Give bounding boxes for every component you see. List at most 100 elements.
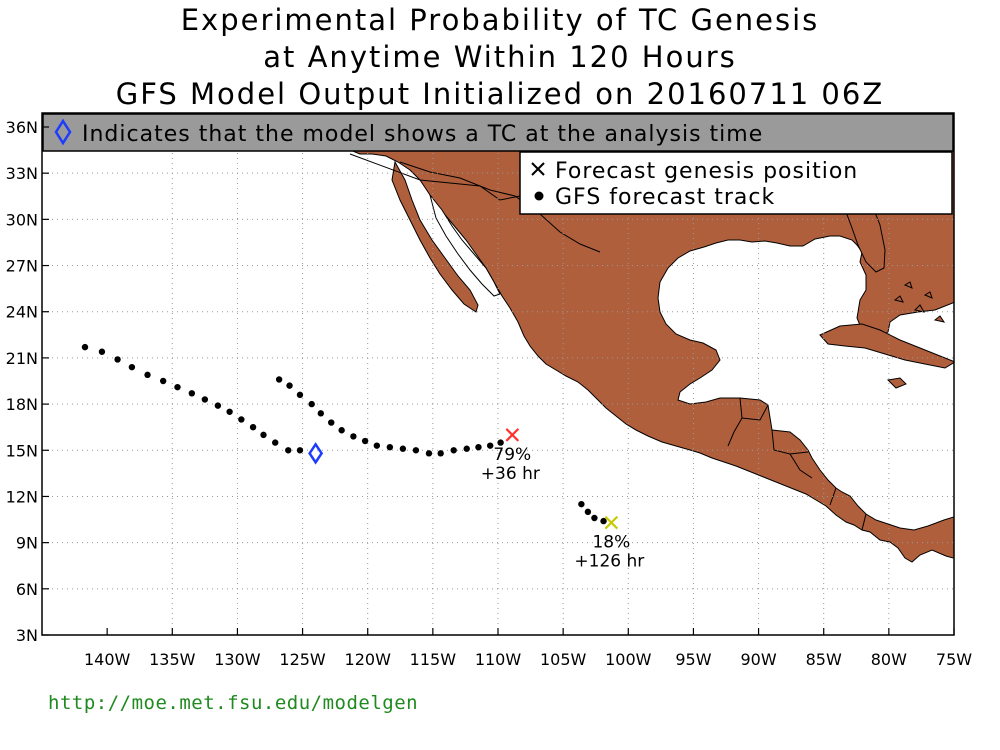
dot-icon	[534, 191, 544, 201]
track-point	[591, 514, 598, 522]
genesis-lead-time: +126 hr	[574, 552, 644, 572]
track-point	[144, 371, 151, 379]
track-point	[425, 450, 433, 457]
legend: Forecast genesis position GFS forecast t…	[519, 151, 953, 215]
lat-tick-labels: 36N 33N 30N 27N 24N 21N 18N 15N 12N 9N 6N 3N	[6, 118, 49, 645]
track-point	[328, 419, 335, 426]
lon-tick-label: 120W	[345, 650, 392, 669]
markers: 79%+36 hr 18%+126 hr	[308, 428, 644, 572]
analysis-tc-diamond	[308, 442, 324, 465]
track-point	[475, 443, 482, 451]
track-point	[437, 450, 444, 457]
title-line-2: at Anytime Within 120 Hours	[263, 40, 737, 74]
track-point	[412, 447, 420, 454]
lat-tick-label: 6N	[16, 580, 38, 599]
cross-icon	[531, 162, 545, 176]
footer-url[interactable]: http://moe.met.fsu.edu/modelgen	[48, 692, 419, 714]
lon-tick-label: 110W	[475, 650, 522, 669]
lat-tick-label: 15N	[6, 441, 38, 460]
track-point	[450, 447, 457, 454]
track-point	[486, 442, 494, 449]
diamond-icon	[54, 118, 72, 146]
banner-text: Indicates that the model shows a TC at t…	[82, 122, 763, 147]
track-point	[373, 442, 381, 449]
genesis-probability: 18%	[592, 533, 630, 553]
lat-tick-label: 12N	[6, 487, 38, 506]
track-point	[275, 376, 283, 383]
lat-tick-label: 3N	[16, 626, 38, 645]
track-point	[463, 445, 470, 452]
track-point	[159, 377, 167, 385]
gulf-of-california	[429, 194, 501, 297]
grid-lines	[42, 113, 954, 635]
track-point	[98, 348, 106, 355]
track-point	[584, 508, 592, 516]
track-point	[317, 410, 325, 417]
land-jamaica	[886, 377, 907, 389]
lat-tick-label: 30N	[6, 210, 38, 229]
land-baja	[391, 160, 479, 313]
lon-tick-labels: 140W 135W 130W 125W 120W 115W 110W 105W 100W 95W 9…	[84, 628, 972, 669]
lon-tick-label: 130W	[214, 650, 261, 669]
lat-tick-label: 24N	[6, 303, 38, 322]
track-point	[286, 382, 293, 389]
track-point	[338, 427, 345, 434]
lon-tick-label: 140W	[84, 650, 131, 669]
lat-tick-label: 33N	[6, 164, 38, 183]
track-point	[214, 402, 222, 409]
track-point	[497, 439, 504, 446]
lon-tick-label: 125W	[279, 650, 326, 669]
lon-tick-label: 85W	[806, 650, 842, 669]
genesis-lead-time: +36 hr	[481, 464, 540, 484]
track-point	[226, 408, 233, 415]
track-point	[272, 439, 279, 446]
track-point	[600, 517, 607, 525]
track-point	[201, 396, 209, 403]
track-point	[114, 356, 121, 363]
lon-tick-label: 80W	[871, 650, 907, 669]
genesis-cross	[505, 428, 520, 442]
track-point	[296, 447, 304, 454]
lat-tick-label: 9N	[16, 534, 38, 553]
lon-tick-label: 105W	[540, 650, 587, 669]
track-point	[296, 391, 304, 399]
track-point	[81, 343, 89, 351]
lon-tick-label: 95W	[675, 650, 711, 669]
lat-tick-label: 18N	[6, 395, 38, 414]
track-point	[399, 445, 407, 452]
track-point	[188, 390, 196, 397]
small-islands	[893, 281, 946, 323]
land-mexico	[344, 113, 954, 563]
lat-tick-label: 36N	[6, 118, 38, 137]
track-point	[386, 443, 394, 451]
lat-tick-label: 27N	[6, 257, 38, 276]
forecast-tracks	[81, 343, 607, 525]
lon-tick-label: 100W	[605, 650, 652, 669]
track-point	[285, 447, 292, 454]
track-point	[249, 423, 257, 431]
track-point	[308, 400, 315, 408]
track-point	[238, 416, 245, 423]
lon-tick-label: 115W	[410, 650, 457, 669]
lon-tick-label: 135W	[149, 650, 196, 669]
track-point	[350, 433, 357, 440]
legend-track-label: GFS forecast track	[555, 185, 775, 210]
track-point	[578, 500, 585, 508]
genesis-probability: 79%	[493, 445, 531, 465]
track-point	[260, 431, 267, 439]
track-point	[361, 437, 369, 445]
legend-genesis-label: Forecast genesis position	[555, 159, 858, 184]
land-cuba	[819, 323, 954, 369]
border-us-mexico	[399, 161, 601, 253]
title-line-1: Experimental Probability of TC Genesis	[180, 3, 820, 37]
lon-tick-label: 75W	[936, 650, 972, 669]
lat-tick-label: 21N	[6, 349, 38, 368]
track-point	[128, 363, 136, 371]
lon-tick-label: 90W	[740, 650, 776, 669]
land-hispaniola	[953, 378, 954, 381]
title-line-3: GFS Model Output Initialized on 20160711…	[115, 77, 885, 111]
analysis-banner: Indicates that the model shows a TC at t…	[42, 113, 954, 152]
track-point	[174, 383, 181, 391]
genesis-cross	[604, 515, 619, 530]
